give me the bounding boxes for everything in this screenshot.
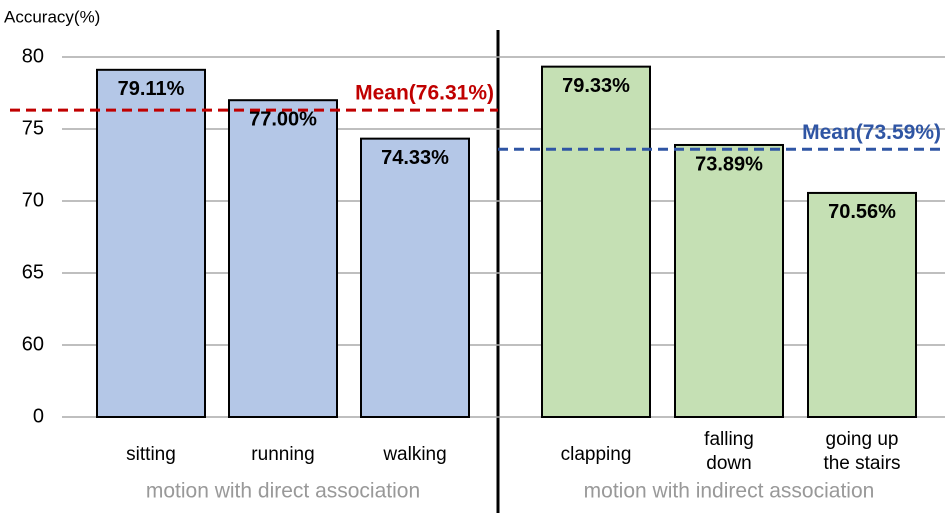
value-label: 74.33% [381,147,449,169]
value-label: 79.33% [562,75,630,97]
x-tick-label: running [251,444,314,465]
value-label: 79.11% [118,78,185,100]
bar [228,99,338,418]
y-tick-label: 70 [22,189,44,211]
value-label: 70.56% [828,201,896,223]
x-tick-label: sitting [126,444,176,465]
value-label: 77.00% [249,108,317,130]
y-tick-label: 0 [33,405,44,427]
bar [674,143,784,418]
y-tick-label: 60 [22,333,44,355]
mean-label: Mean(73.59%) [802,121,941,144]
x-tick-label: going up the stairs [823,429,900,474]
bar [807,191,917,418]
mean-label: Mean(76.31%) [355,82,494,105]
y-tick-label: 75 [22,117,44,139]
group-label: motion with indirect association [584,480,875,503]
group-label: motion with direct association [146,480,420,503]
y-axis-label: Accuracy(%) [4,7,100,26]
bar [96,68,206,418]
value-label: 73.89% [695,153,763,175]
y-tick-label: 65 [22,261,44,283]
y-tick-label: 80 [22,45,44,67]
x-tick-label: walking [382,444,446,465]
bar [541,65,651,418]
bar [360,137,470,418]
x-tick-label: clapping [561,444,632,465]
x-tick-label: falling down [704,429,754,474]
